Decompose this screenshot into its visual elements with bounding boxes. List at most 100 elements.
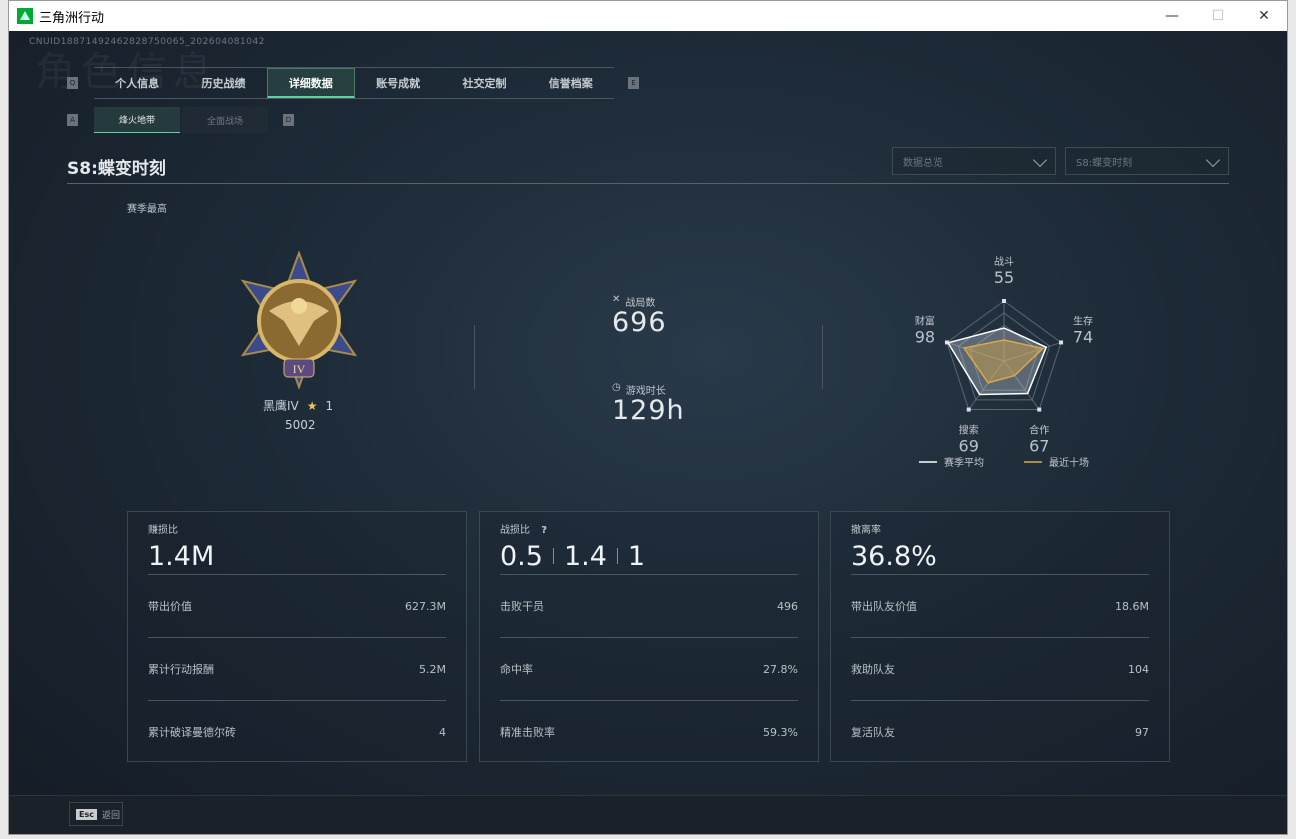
radar-axis-value: 55 (994, 268, 1014, 287)
radar-vertex-marker (1059, 340, 1064, 345)
rank-stars: 1 (325, 398, 334, 413)
stat-value: 104 (1128, 662, 1149, 676)
tab-social[interactable]: 社交定制 (462, 77, 507, 90)
tab-key-left: Q (67, 77, 78, 89)
season-title: S8:蝶变时刻 (67, 159, 166, 179)
time-value: 129h (612, 395, 685, 426)
divider (822, 325, 823, 389)
subtab-warfare[interactable]: 全面战场 (182, 107, 268, 133)
subtab-label: 全面战场 (206, 116, 243, 127)
tab-key-right: E (628, 77, 639, 89)
radar-vertex-marker (1037, 407, 1042, 412)
subtab-label: 烽火地带 (118, 116, 155, 126)
radar-axis-value: 74 (1073, 327, 1093, 346)
stat-row: 带出价值 627.3M (148, 574, 446, 637)
window-title: 三角洲行动 (39, 10, 105, 26)
stat-name: 击败干员 (500, 600, 544, 613)
back-button[interactable]: Esc 返回 (69, 802, 123, 826)
title-bar: 三角洲行动 — ☐ ✕ (9, 1, 1287, 31)
card-label: 战损比 ? (500, 521, 798, 536)
tab-history[interactable]: 历史战绩 (201, 77, 246, 90)
radar-grid (946, 300, 1062, 411)
kd-value: 1.4 (563, 540, 607, 572)
card-value-row: 1.4M (148, 538, 446, 574)
stat-name: 累计行动报酬 (148, 663, 214, 676)
stat-value: 97 (1135, 725, 1149, 739)
tab-achievements[interactable]: 账号成就 (376, 77, 421, 90)
season-dropdown[interactable]: S8:蝶变时刻 (1065, 147, 1229, 175)
radar-axis-label: 合作 (1029, 424, 1049, 437)
subtab-key-right: D (283, 114, 294, 126)
card-label: 撤离率 (851, 521, 1149, 536)
stat-name: 带出队友价值 (851, 600, 917, 613)
stat-name: 救助队友 (851, 663, 895, 676)
card-label-text: 撤离率 (851, 525, 881, 536)
stat-row: 复活队友 97 (851, 700, 1149, 763)
tab-detailed-data[interactable]: 详细数据 (266, 68, 355, 98)
radar-vertex-marker (966, 407, 971, 412)
legend-label: 赛季平均 (944, 456, 984, 469)
stat-name: 命中率 (500, 663, 533, 676)
divider (67, 183, 1229, 184)
stat-row: 击败干员 496 (500, 574, 798, 637)
main-tabs: 个人信息 历史战绩 详细数据 账号成就 社交定制 信誉档案 (94, 67, 614, 99)
stat-name: 复活队友 (851, 726, 895, 739)
help-icon[interactable]: ? (541, 525, 547, 536)
radar-axis-label: 搜索 (959, 424, 979, 437)
card-value-row: 36.8% (851, 538, 1149, 574)
divider (474, 325, 475, 389)
radar-spoke (946, 341, 1005, 362)
stat-value: 4 (439, 725, 446, 739)
radar-vertex-marker (944, 340, 949, 345)
tab-personal-info[interactable]: 个人信息 (115, 77, 160, 90)
card-label-text: 战损比 (500, 525, 530, 536)
app-window: 三角洲行动 — ☐ ✕ CNUID18871492462828750065_20… (8, 0, 1288, 835)
data-type-dropdown[interactable]: 数据总览 (892, 147, 1056, 175)
minimize-button[interactable]: — (1165, 8, 1179, 24)
uid-text: CNUID18871492462828750065_202604081042 (29, 37, 265, 47)
kd-value: 1 (627, 540, 646, 572)
radar-spoke (1003, 341, 1062, 362)
stat-name: 累计破译曼德尔砖 (148, 726, 236, 739)
card-value-row: 0.5 1.4 1 (500, 538, 798, 574)
back-label: 返回 (101, 810, 120, 821)
stat-row: 累计破译曼德尔砖 4 (148, 700, 446, 763)
time-label: 游戏时长 (625, 386, 666, 397)
stat-name: 带出价值 (148, 600, 192, 613)
close-button[interactable]: ✕ (1258, 8, 1270, 24)
card-label: 赚损比 (148, 521, 446, 536)
stat-value: 27.8% (763, 662, 798, 676)
card-label-text: 赚损比 (148, 525, 178, 536)
matches-label-row: ✕ 战局数 (612, 294, 655, 309)
stat-row: 精准击败率 59.3% (500, 700, 798, 763)
crossed-swords-icon: ✕ (612, 294, 621, 305)
stat-value: 59.3% (763, 725, 798, 739)
tab-reputation[interactable]: 信誉档案 (548, 77, 593, 90)
subtab-key-left: A (67, 114, 78, 126)
badge-numeral: IV (293, 362, 306, 376)
bottom-bar: Esc 返回 (9, 795, 1287, 834)
stat-value: 5.2M (419, 662, 446, 676)
radar-spoke (1003, 360, 1040, 410)
time-label-row: ◷ 游戏时长 (612, 382, 666, 397)
legend-label: 最近十场 (1049, 456, 1089, 469)
season-best-label: 赛季最高 (127, 204, 167, 215)
chevron-down-icon (1205, 152, 1221, 168)
app-logo-icon (17, 8, 33, 24)
clock-icon: ◷ (612, 382, 621, 393)
radar-series-average (946, 327, 1048, 396)
subtab-operations[interactable]: 烽火地带 (94, 107, 180, 133)
radar-spoke (968, 360, 1005, 410)
radar-vertex-marker (1002, 299, 1006, 303)
stat-row: 累计行动报酬 5.2M (148, 637, 446, 700)
radar-axis-value: 67 (1029, 437, 1049, 456)
separator (552, 548, 554, 564)
stat-card: 战损比 ? 0.5 1.4 1 击败干员 496 命中率 27.8% 精准击败率 59.3% (479, 511, 819, 762)
separator (616, 548, 618, 564)
dropdown-value: S8:蝶变时刻 (1076, 157, 1133, 169)
rank-name-row: 黑鹰IV ★ 1 (263, 397, 333, 414)
stat-row: 救助队友 104 (851, 637, 1149, 700)
radar-axis-label: 生存 (1073, 314, 1093, 327)
maximize-button[interactable]: ☐ (1211, 8, 1225, 24)
